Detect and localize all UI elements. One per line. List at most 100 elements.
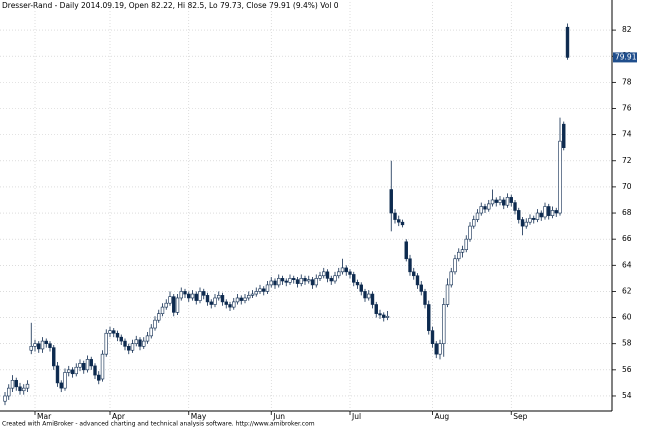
candle-body xyxy=(265,284,270,292)
candle-body xyxy=(14,379,18,388)
candle-body xyxy=(382,314,386,318)
candle-body xyxy=(445,284,450,305)
candle-body xyxy=(528,217,532,223)
candle-body xyxy=(254,291,258,295)
candle-body xyxy=(408,258,412,273)
candle-body xyxy=(423,291,427,305)
candle-body xyxy=(430,330,435,345)
candle-body xyxy=(262,288,266,292)
candle-body xyxy=(119,336,123,342)
candle-body xyxy=(37,343,41,350)
candle-body xyxy=(232,301,236,308)
candle-body xyxy=(217,295,221,299)
candle-body xyxy=(258,288,262,292)
candle-body xyxy=(393,212,397,220)
candle-body xyxy=(385,315,390,318)
candle-body xyxy=(273,280,277,286)
candle-body xyxy=(153,319,157,329)
y-tick-label: 76 xyxy=(622,103,632,112)
candle-body xyxy=(378,313,382,316)
candle-body xyxy=(532,217,536,220)
candle-body xyxy=(145,335,150,342)
candle-body xyxy=(340,267,345,273)
candle-body xyxy=(89,359,93,367)
candle-body xyxy=(292,278,296,280)
candle-body xyxy=(149,327,153,337)
y-tick-label: 70 xyxy=(622,182,632,191)
candle-body xyxy=(367,293,371,299)
candle-body xyxy=(123,340,127,347)
candle-body xyxy=(239,297,243,301)
y-tick-label: 78 xyxy=(622,77,632,86)
candle-body xyxy=(228,304,232,308)
y-tick-label: 56 xyxy=(622,365,632,374)
candle-body xyxy=(115,332,120,338)
candle-body xyxy=(348,271,352,275)
candle-body xyxy=(543,206,547,218)
candle-body xyxy=(187,293,191,299)
candle-body xyxy=(138,339,142,347)
candle-body xyxy=(355,281,360,286)
x-tick-label: May xyxy=(191,412,207,421)
candle-body xyxy=(164,302,168,308)
candle-body xyxy=(179,291,183,299)
candle-body xyxy=(48,343,52,348)
candle-body xyxy=(322,271,326,277)
candle-body xyxy=(404,241,408,260)
y-tick-label: 58 xyxy=(622,339,632,348)
candle-body xyxy=(224,301,228,305)
candle-body xyxy=(490,199,495,205)
candle-body xyxy=(325,271,330,279)
candle-body xyxy=(59,382,63,389)
candle-body xyxy=(550,210,555,216)
candle-body xyxy=(307,279,311,282)
candle-body xyxy=(370,293,375,305)
candle-body xyxy=(438,343,442,355)
candle-body xyxy=(314,278,318,286)
candle-body xyxy=(318,275,322,279)
y-tick-label: 54 xyxy=(622,391,632,400)
candle-body xyxy=(52,347,56,367)
candle-body xyxy=(487,203,491,210)
chart-title: Dresser-Rand - Daily 2014.09.19, Open 82… xyxy=(2,1,339,10)
candle-body xyxy=(333,275,337,282)
candle-body xyxy=(352,274,356,283)
candle-body xyxy=(502,199,506,206)
candle-body xyxy=(202,291,206,296)
y-tick-label: 82 xyxy=(622,25,632,34)
y-tick-label: 74 xyxy=(622,130,632,139)
candle-body xyxy=(127,346,131,351)
candle-body xyxy=(213,297,217,305)
candle-body xyxy=(18,386,22,392)
candle-body xyxy=(44,340,48,345)
candle-body xyxy=(453,258,457,273)
candle-body xyxy=(535,212,540,220)
candle-body xyxy=(427,304,431,331)
candle-body xyxy=(142,340,146,347)
candle-body xyxy=(198,291,202,301)
candle-body xyxy=(547,206,551,216)
candle-body xyxy=(130,343,135,351)
candle-body xyxy=(168,296,172,304)
candle-body xyxy=(194,293,198,301)
candle-body xyxy=(134,339,138,345)
candle-body xyxy=(70,369,75,375)
candle-body xyxy=(468,225,472,240)
candle-body xyxy=(93,365,97,376)
candle-body xyxy=(374,304,378,314)
candle-body xyxy=(269,280,273,286)
candle-body xyxy=(494,199,498,203)
candle-body xyxy=(415,275,420,286)
candle-body xyxy=(33,343,37,347)
x-tick-label: Jun xyxy=(272,412,285,421)
candle-body xyxy=(524,221,528,227)
candle-body xyxy=(389,189,393,214)
candle-body xyxy=(247,295,251,299)
candle-body xyxy=(172,296,176,313)
x-tick-label: Aug xyxy=(435,412,450,421)
candle-body xyxy=(205,295,210,303)
candle-body xyxy=(100,353,105,380)
last-price-box xyxy=(613,52,637,63)
